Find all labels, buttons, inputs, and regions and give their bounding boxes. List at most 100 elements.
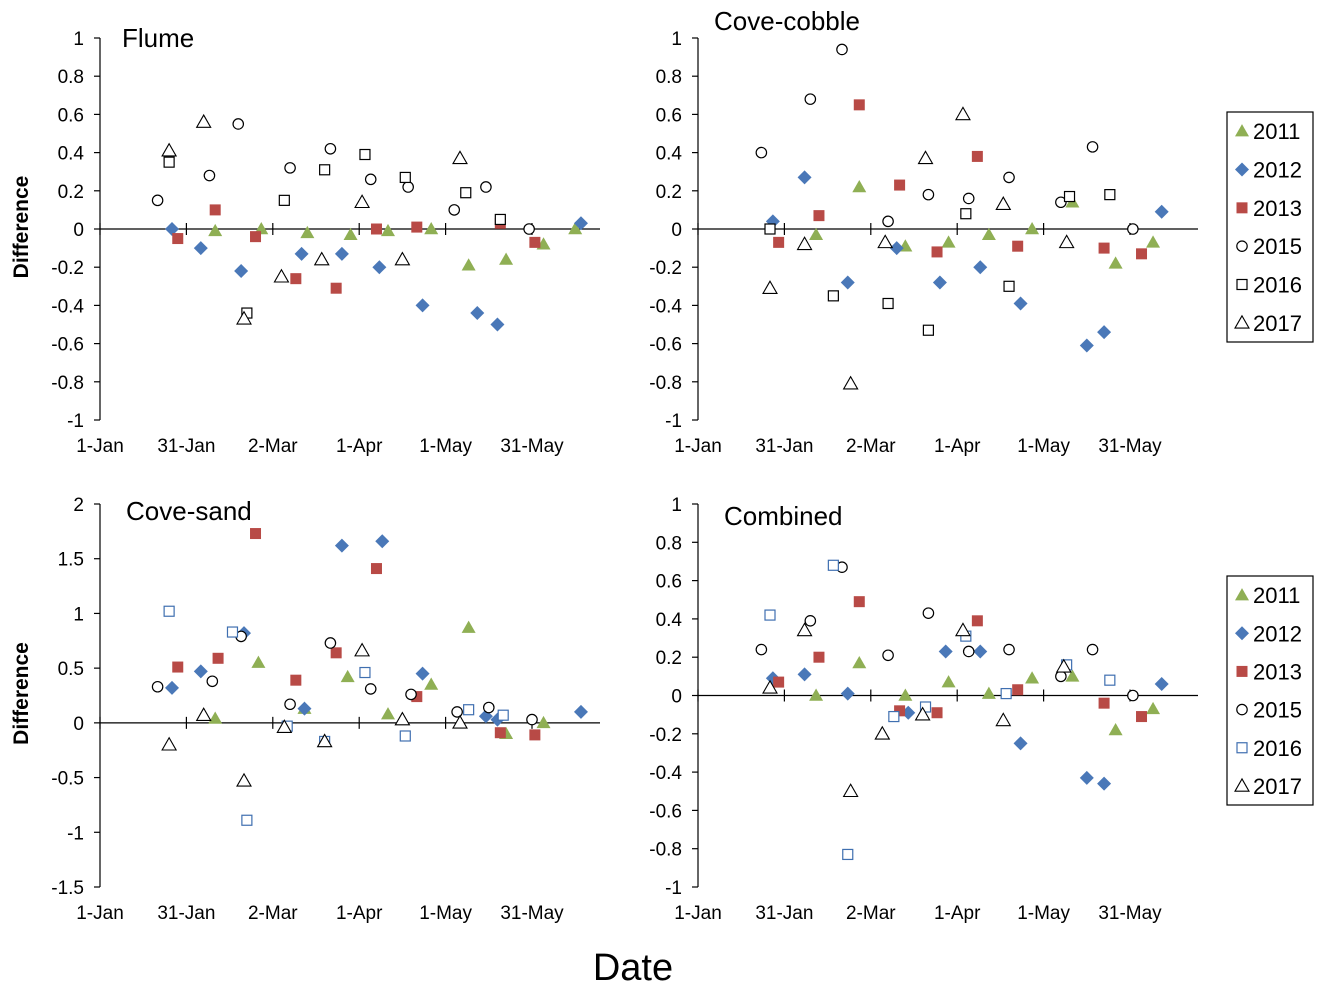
data-point-2013 — [330, 282, 342, 294]
data-point-2013 — [250, 528, 262, 540]
data-point-2011 — [1065, 669, 1080, 682]
data-point-2017 — [161, 736, 178, 751]
panel-title: Flume — [122, 23, 194, 53]
y-tick-label: 0.4 — [58, 144, 85, 165]
y-tick-label: -0.4 — [649, 763, 682, 784]
data-point-2016 — [359, 148, 371, 161]
data-point-2016 — [241, 814, 253, 826]
data-point-2017 — [874, 725, 891, 740]
y-tick-label: -0.2 — [649, 258, 682, 279]
y-tick-label: 1 — [73, 29, 84, 50]
data-point-2017 — [955, 106, 971, 121]
data-point-2013 — [1012, 240, 1024, 252]
shared-x-axis-label: Date — [593, 947, 673, 982]
data-point-2012 — [973, 644, 988, 659]
y-tick-label: -0.4 — [649, 296, 682, 317]
legend-label-2015: 2015 — [1253, 698, 1302, 723]
data-point-2012 — [1013, 296, 1028, 311]
y-tick-label: 0.8 — [58, 67, 84, 88]
x-tick-label: 2-Mar — [846, 436, 896, 457]
data-point-2016 — [460, 187, 472, 199]
legend-label-2016: 2016 — [1253, 736, 1302, 761]
data-point-2015 — [882, 215, 894, 228]
data-point-2015 — [1003, 643, 1015, 656]
data-point-2015 — [1003, 171, 1015, 184]
legend-marker-2017 — [1234, 777, 1250, 792]
data-point-2017 — [796, 622, 813, 637]
data-point-2016 — [1000, 687, 1012, 700]
panel-title: Combined — [724, 501, 843, 531]
data-point-2012 — [1079, 338, 1094, 353]
data-point-2011 — [381, 707, 395, 720]
legend-label-2013: 2013 — [1253, 659, 1302, 684]
data-point-2012 — [334, 246, 349, 261]
data-point-2016 — [922, 324, 935, 336]
data-point-2013 — [529, 236, 541, 248]
data-point-2012 — [840, 275, 855, 290]
data-point-2011 — [300, 225, 315, 239]
data-point-2013 — [290, 674, 302, 686]
data-point-2013 — [330, 647, 342, 659]
data-point-2011 — [1108, 256, 1123, 269]
data-point-2012 — [294, 246, 309, 261]
y-tick-label: -0.8 — [649, 840, 682, 861]
legend-marker-2011 — [1235, 588, 1249, 601]
x-tick-label: 31-Jan — [157, 436, 215, 457]
data-point-2017 — [917, 150, 934, 165]
data-point-2015 — [526, 713, 538, 726]
y-tick-label: 0.5 — [58, 659, 84, 680]
legend-label-2015: 2015 — [1253, 234, 1302, 259]
x-tick-label: 1-Apr — [336, 903, 383, 924]
data-point-2017 — [452, 150, 468, 165]
x-tick-label: 1-Jan — [76, 436, 124, 457]
data-point-2012 — [573, 216, 588, 231]
data-point-2017 — [195, 113, 212, 128]
y-tick-label: 1.5 — [58, 550, 84, 571]
x-tick-label: 1-Apr — [934, 903, 981, 924]
data-point-2011 — [1146, 235, 1161, 248]
data-point-2012 — [297, 701, 312, 716]
data-point-2017 — [842, 783, 859, 798]
x-tick-label: 2-Mar — [846, 903, 896, 924]
panel-title: Cove-sand — [126, 496, 252, 526]
data-point-2016 — [359, 666, 371, 679]
y-tick-label: 0 — [73, 220, 84, 241]
data-point-2012 — [1097, 325, 1112, 340]
data-point-2011 — [461, 620, 476, 633]
x-tick-label: 1-May — [419, 436, 472, 457]
data-point-2015 — [451, 706, 463, 718]
x-tick-label: 1-May — [1017, 436, 1070, 457]
data-point-2016 — [319, 164, 331, 176]
data-point-2017 — [236, 310, 252, 325]
data-point-2012 — [234, 264, 249, 279]
data-point-2012 — [334, 538, 349, 553]
y-tick-label: 0.6 — [656, 105, 682, 126]
y-tick-label: -0.8 — [51, 373, 84, 394]
data-point-2016 — [764, 609, 776, 621]
data-point-2017 — [316, 733, 333, 748]
data-point-2015 — [324, 142, 337, 155]
data-point-2011 — [852, 655, 867, 669]
data-point-2017 — [762, 679, 778, 694]
x-tick-label: 31-Jan — [755, 436, 813, 457]
data-point-2017 — [394, 711, 411, 726]
data-point-2016 — [888, 710, 900, 723]
legend-marker-2013 — [1236, 665, 1248, 677]
data-point-2016 — [827, 290, 839, 302]
data-point-2013 — [209, 204, 221, 216]
data-point-2011 — [809, 227, 824, 240]
data-point-2017 — [1058, 234, 1075, 249]
data-point-2017 — [354, 194, 371, 209]
y-tick-label: 0.4 — [656, 610, 683, 631]
data-point-2015 — [882, 649, 894, 662]
data-point-2012 — [973, 260, 988, 275]
data-point-2012 — [165, 222, 179, 236]
data-point-2012 — [470, 306, 485, 321]
legend-box — [1226, 575, 1314, 806]
data-point-2011 — [1025, 222, 1040, 235]
data-point-2016 — [399, 730, 411, 742]
data-point-2013 — [1098, 242, 1110, 254]
data-point-2012 — [1154, 204, 1169, 219]
y-tick-label: 0 — [671, 687, 682, 708]
data-point-2017 — [394, 251, 411, 266]
